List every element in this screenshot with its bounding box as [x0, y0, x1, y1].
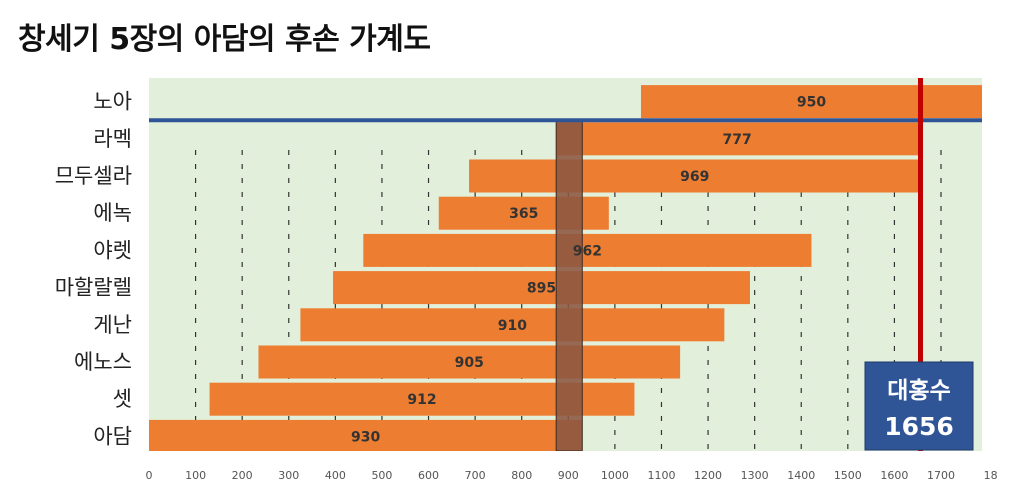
category-label: 노아	[93, 90, 132, 114]
flood-box	[864, 361, 974, 451]
category-label: 에노스	[74, 350, 132, 374]
x-tick-label: 1400	[787, 469, 815, 482]
category-label: 라멕	[93, 127, 132, 151]
flood-label: 대홍수	[887, 378, 950, 404]
category-label: 에녹	[93, 201, 132, 225]
bar-value-label: 910	[498, 318, 527, 334]
x-tick-label: 400	[325, 469, 346, 482]
bar-value-label: 950	[797, 95, 826, 111]
x-tick-label: 1300	[741, 469, 769, 482]
x-tick-label: 500	[371, 469, 392, 482]
x-tick-label: 300	[278, 469, 299, 482]
x-tick-label: 1600	[880, 469, 908, 482]
x-tick-label: 900	[558, 469, 579, 482]
x-tick-label: 700	[465, 469, 486, 482]
flood-year-label: 1656	[884, 412, 954, 441]
bar-4	[363, 233, 812, 267]
category-label: 야렛	[93, 238, 132, 262]
category-label: 아담	[93, 424, 132, 448]
category-label: 게난	[93, 313, 132, 337]
bar-9	[149, 419, 583, 451]
bar-value-label: 905	[455, 355, 484, 371]
bar-value-label: 365	[509, 206, 538, 222]
x-tick-label: 0	[146, 469, 153, 482]
x-tick-label: 18	[984, 469, 998, 482]
bar-value-label: 962	[573, 243, 602, 259]
x-tick-label: 100	[185, 469, 206, 482]
highlight-range	[555, 120, 583, 451]
category-label: 마할랄렐	[55, 276, 132, 300]
bar-value-label: 895	[527, 281, 556, 297]
bar-1	[556, 122, 919, 156]
category-label: 셋	[113, 387, 132, 411]
x-tick-label: 1500	[834, 469, 862, 482]
bar-value-label: 969	[680, 169, 709, 185]
x-tick-label: 1200	[694, 469, 722, 482]
x-tick-label: 600	[418, 469, 439, 482]
bar-5	[333, 271, 750, 305]
bar-value-label: 930	[351, 429, 380, 445]
bar-value-label: 777	[723, 132, 752, 148]
chart-title: 창세기 5장의 아담의 후손 가계도	[18, 22, 431, 57]
bar-value-label: 912	[407, 392, 436, 408]
category-label: 므두셀라	[55, 164, 132, 188]
bar-0	[640, 85, 982, 119]
bar-7	[258, 345, 681, 379]
x-tick-label: 1000	[601, 469, 629, 482]
x-tick-label: 800	[511, 469, 532, 482]
x-tick-label: 1700	[927, 469, 955, 482]
bar-6	[300, 308, 725, 342]
x-tick-label: 1100	[647, 469, 675, 482]
bar-2	[469, 159, 921, 193]
x-tick-label: 200	[232, 469, 253, 482]
